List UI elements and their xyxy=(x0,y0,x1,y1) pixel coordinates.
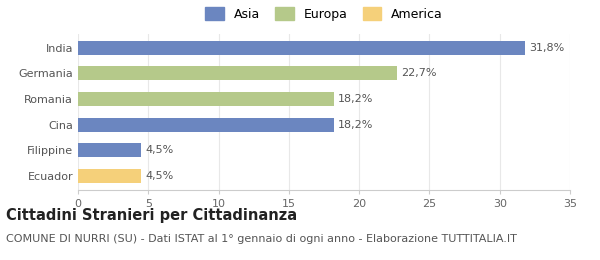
Bar xyxy=(78,143,141,157)
Legend: Asia, Europa, America: Asia, Europa, America xyxy=(201,3,447,24)
Text: Cittadini Stranieri per Cittadinanza: Cittadini Stranieri per Cittadinanza xyxy=(6,208,297,223)
Text: COMUNE DI NURRI (SU) - Dati ISTAT al 1° gennaio di ogni anno - Elaborazione TUTT: COMUNE DI NURRI (SU) - Dati ISTAT al 1° … xyxy=(6,234,517,244)
Text: 18,2%: 18,2% xyxy=(338,94,373,104)
Text: 31,8%: 31,8% xyxy=(529,43,565,53)
Bar xyxy=(78,92,334,106)
Bar xyxy=(78,67,397,81)
Text: 4,5%: 4,5% xyxy=(145,145,174,155)
Bar xyxy=(78,169,141,183)
Text: 18,2%: 18,2% xyxy=(338,120,373,129)
Bar xyxy=(78,41,525,55)
Bar xyxy=(78,118,334,132)
Text: 22,7%: 22,7% xyxy=(401,68,437,79)
Text: 4,5%: 4,5% xyxy=(145,171,174,181)
